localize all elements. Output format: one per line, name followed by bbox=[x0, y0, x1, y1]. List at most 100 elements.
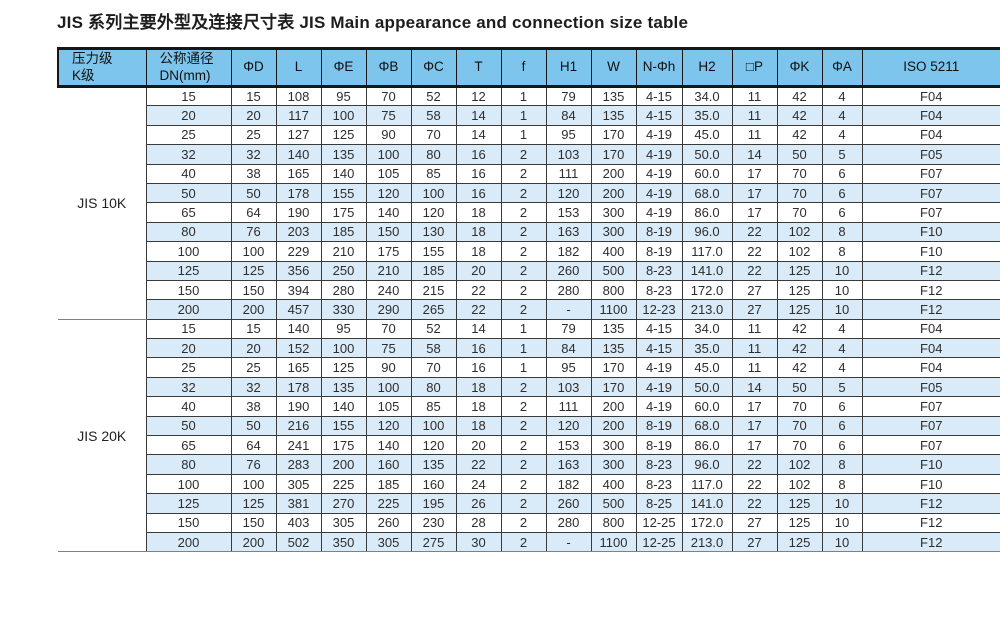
table-cell: 170 bbox=[590, 144, 637, 165]
table-cell: 16 bbox=[455, 338, 502, 359]
table-cell: 125 bbox=[776, 299, 823, 320]
table-cell: 403 bbox=[275, 512, 322, 533]
table-cell: 300 bbox=[590, 221, 637, 243]
table-row: 65 64 190 175 140 120 18 2 153 300 4-19 86.0 17 70 6 F0… bbox=[58, 202, 1000, 223]
table-cell: 24 bbox=[455, 473, 502, 495]
table-cell: 300 bbox=[590, 202, 637, 223]
table-cell: 6 bbox=[821, 202, 863, 223]
table-cell: 75 bbox=[365, 338, 412, 359]
table-cell: 22 bbox=[731, 493, 778, 514]
table-cell: 22 bbox=[731, 221, 778, 243]
table-cell: 260 bbox=[545, 493, 592, 514]
table-cell: 1 bbox=[500, 105, 547, 126]
table-cell: 356 bbox=[275, 260, 322, 281]
table-cell: F07 bbox=[861, 415, 1000, 437]
table-cell: 225 bbox=[320, 473, 367, 495]
table-cell: 305 bbox=[365, 531, 412, 553]
table-cell: 14 bbox=[455, 124, 502, 146]
table-row: 40 38 190 140 105 85 18 2 111 200 4-19 60.0 17 70 6 F07 bbox=[58, 396, 1000, 417]
table-cell: 11 bbox=[731, 124, 778, 146]
table-cell: 100 bbox=[410, 182, 457, 204]
table-cell: 100 bbox=[320, 338, 367, 359]
table-cell: 102 bbox=[776, 221, 823, 243]
table-cell: 280 bbox=[320, 279, 367, 301]
table-cell: 6 bbox=[821, 415, 863, 437]
table-body: JIS 10K 15 15 108 95 70 52 12 1 79 135 4-15 34.0 11 42… bbox=[58, 85, 1000, 553]
table-cell: 86.0 bbox=[681, 435, 733, 456]
table-cell: 100 bbox=[365, 144, 412, 165]
table-cell: 105 bbox=[365, 396, 412, 417]
table-cell: 105 bbox=[365, 163, 412, 184]
table-cell: 45.0 bbox=[681, 124, 733, 146]
table-cell: 2 bbox=[500, 512, 547, 533]
table-cell: 135 bbox=[320, 376, 367, 398]
table-cell: 125 bbox=[145, 493, 232, 514]
table-cell: 1 bbox=[500, 124, 547, 146]
table-cell: 38 bbox=[230, 396, 277, 417]
table-cell: F12 bbox=[861, 493, 1000, 514]
table-cell: 35.0 bbox=[681, 105, 733, 126]
table-cell: F04 bbox=[861, 105, 1000, 126]
table-cell: 178 bbox=[275, 182, 322, 204]
table-cell: 394 bbox=[275, 279, 322, 301]
table-cell: 10 bbox=[821, 531, 863, 553]
table-cell: 65 bbox=[145, 202, 232, 223]
table-cell: 70 bbox=[365, 85, 412, 107]
table-cell: 135 bbox=[590, 338, 637, 359]
table-cell: 117 bbox=[275, 105, 322, 126]
table-cell: 95 bbox=[320, 318, 367, 340]
table-cell: 117.0 bbox=[681, 473, 733, 495]
table-cell: 8 bbox=[821, 454, 863, 475]
table-cell: 25 bbox=[230, 124, 277, 146]
table-cell: 130 bbox=[410, 221, 457, 243]
table-cell: 185 bbox=[320, 221, 367, 243]
table-cell: 80 bbox=[145, 221, 232, 243]
table-cell: 11 bbox=[731, 338, 778, 359]
table-cell: 10 bbox=[821, 512, 863, 533]
table-cell: 230 bbox=[410, 512, 457, 533]
table-cell: 250 bbox=[320, 260, 367, 281]
table-cell: 14 bbox=[731, 376, 778, 398]
table-cell: 96.0 bbox=[681, 221, 733, 243]
table-cell: 260 bbox=[365, 512, 412, 533]
table-cell: 16 bbox=[455, 163, 502, 184]
column-header: H1 bbox=[545, 47, 592, 88]
table-cell: 32 bbox=[230, 144, 277, 165]
table-cell: 42 bbox=[776, 357, 823, 378]
table-cell: 4 bbox=[821, 85, 863, 107]
table-cell: 1100 bbox=[590, 299, 637, 320]
table-cell: 200 bbox=[590, 163, 637, 184]
table-cell: 15 bbox=[145, 85, 232, 107]
table-cell: 1100 bbox=[590, 531, 637, 553]
table-cell: 100 bbox=[145, 473, 232, 495]
table-cell: 150 bbox=[230, 512, 277, 533]
table-cell: 190 bbox=[275, 202, 322, 223]
table-cell: 140 bbox=[365, 202, 412, 223]
table-cell: 135 bbox=[320, 144, 367, 165]
table-cell: 10 bbox=[821, 260, 863, 281]
table-cell: 50 bbox=[145, 182, 232, 204]
table-cell: 20 bbox=[145, 105, 232, 126]
table-cell: 2 bbox=[500, 279, 547, 301]
table-cell: 400 bbox=[590, 241, 637, 262]
table-cell: 275 bbox=[410, 531, 457, 553]
table-cell: 70 bbox=[410, 124, 457, 146]
table-cell: 42 bbox=[776, 85, 823, 107]
table-row: 150 150 403 305 260 230 28 2 280 800 12-25 172.0 27 1… bbox=[58, 512, 1000, 533]
table-cell: 102 bbox=[776, 473, 823, 495]
table-cell: 102 bbox=[776, 454, 823, 475]
table-cell: F10 bbox=[861, 221, 1000, 243]
table-cell: 182 bbox=[545, 241, 592, 262]
table-cell: 500 bbox=[590, 493, 637, 514]
table-cell: 25 bbox=[230, 357, 277, 378]
table-cell: 200 bbox=[145, 299, 232, 320]
table-cell: F05 bbox=[861, 376, 1000, 398]
table-cell: 280 bbox=[545, 279, 592, 301]
table-cell: 125 bbox=[320, 357, 367, 378]
table-cell: 102 bbox=[776, 241, 823, 262]
table-cell: 42 bbox=[776, 318, 823, 340]
column-header: ΦB bbox=[365, 47, 412, 88]
table-cell: 270 bbox=[320, 493, 367, 514]
table-cell: 155 bbox=[410, 241, 457, 262]
